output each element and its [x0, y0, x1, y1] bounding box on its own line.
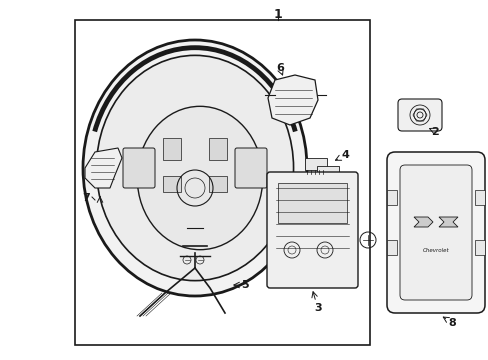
Bar [316, 166, 338, 178]
Bar [163, 138, 181, 160]
Bar [208, 176, 226, 192]
Bar [208, 138, 226, 160]
FancyBboxPatch shape [123, 148, 155, 188]
FancyBboxPatch shape [235, 148, 266, 188]
Polygon shape [267, 75, 317, 125]
Ellipse shape [96, 55, 293, 281]
Bar [474, 190, 484, 205]
FancyBboxPatch shape [386, 152, 484, 313]
Text: 1: 1 [273, 8, 282, 21]
Ellipse shape [83, 40, 306, 296]
Bar [386, 240, 396, 255]
Text: 2: 2 [430, 127, 438, 137]
Bar [75, 20, 369, 345]
Text: 4: 4 [340, 150, 348, 160]
Text: 8: 8 [447, 318, 455, 328]
Bar [305, 174, 326, 186]
Text: Chevrolet: Chevrolet [422, 248, 448, 252]
Bar [474, 240, 484, 255]
Bar [163, 176, 181, 192]
Text: 3: 3 [314, 303, 321, 313]
FancyBboxPatch shape [397, 99, 441, 131]
Bar [305, 158, 326, 170]
Bar [278, 183, 346, 223]
Ellipse shape [137, 106, 262, 250]
Polygon shape [438, 217, 457, 227]
Text: 5: 5 [241, 280, 248, 290]
Text: 7: 7 [82, 193, 90, 203]
Bar [386, 190, 396, 205]
Polygon shape [413, 217, 432, 227]
FancyBboxPatch shape [399, 165, 471, 300]
Text: 6: 6 [276, 63, 284, 73]
Polygon shape [85, 148, 122, 188]
FancyBboxPatch shape [266, 172, 357, 288]
